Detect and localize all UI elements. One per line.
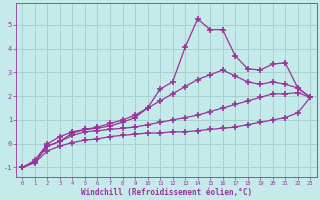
- X-axis label: Windchill (Refroidissement éolien,°C): Windchill (Refroidissement éolien,°C): [81, 188, 252, 197]
